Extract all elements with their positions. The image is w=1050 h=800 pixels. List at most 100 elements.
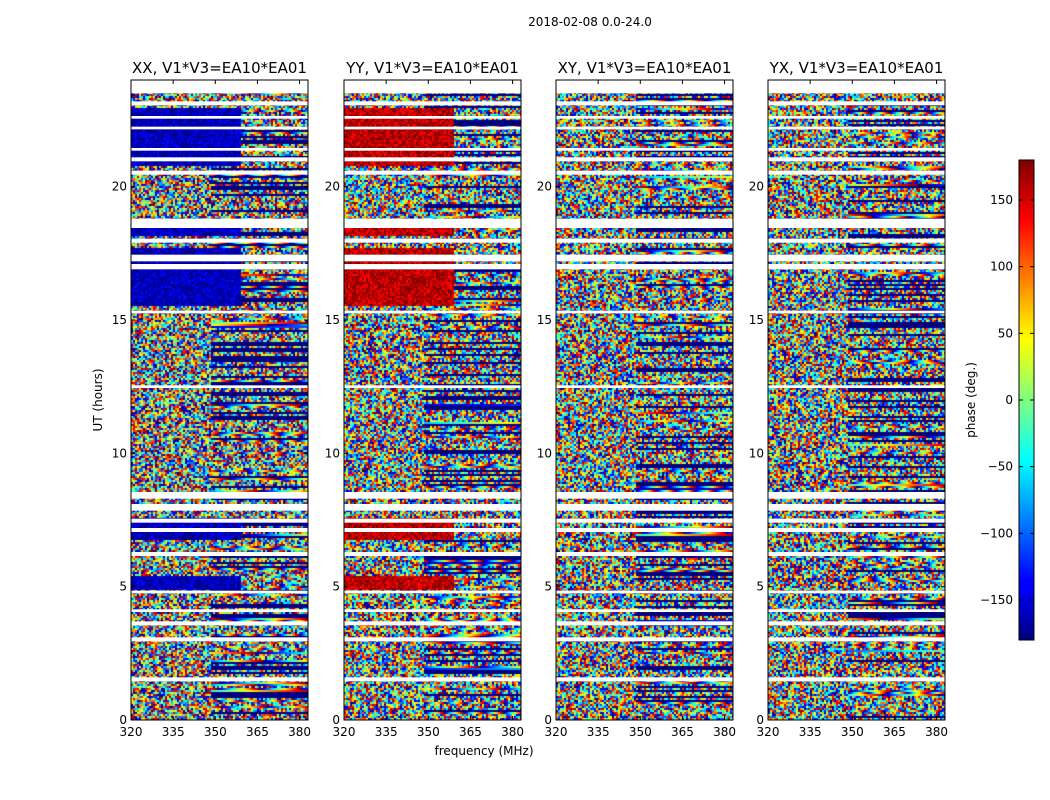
flagged-band	[768, 609, 945, 612]
x-tick-label: 320	[120, 725, 143, 739]
flagged-band	[131, 218, 308, 228]
flagged-band	[768, 170, 945, 175]
flagged-band	[768, 385, 945, 388]
flagged-band	[131, 504, 308, 511]
flagged-band	[131, 310, 308, 314]
flagged-band	[556, 148, 733, 151]
y-tick-label: 10	[749, 446, 764, 460]
colorbar-tick-label: 100	[990, 260, 1013, 274]
colorbar-tick-label: 50	[998, 326, 1013, 340]
flagged-band	[131, 101, 308, 106]
flagged-band	[131, 609, 308, 612]
flagged-band	[556, 492, 733, 499]
flagged-band	[556, 254, 733, 262]
flagged-band	[344, 170, 521, 175]
flagged-band	[768, 590, 945, 594]
y-tick-label: 15	[749, 313, 764, 327]
x-tick-label: 335	[799, 725, 822, 739]
flagged-band	[344, 590, 521, 594]
x-tick-label: 365	[459, 725, 482, 739]
y-axis-label: UT (hours)	[91, 368, 105, 431]
flagged-band	[768, 116, 945, 119]
flagged-band	[344, 609, 521, 612]
flagged-band	[768, 518, 945, 523]
flagged-band	[344, 637, 521, 642]
flagged-band	[131, 80, 308, 94]
flagged-band	[131, 590, 308, 594]
panel-yy: YY, V1*V3=EA10*EA01 320 335 350 365 380 0 5 10 15…	[325, 59, 524, 739]
flagged-band	[556, 385, 733, 388]
flagged-band	[131, 528, 308, 532]
colorbar-tick-label: −50	[988, 460, 1013, 474]
x-tick-label: 350	[841, 725, 864, 739]
figure-suptitle: 2018-02-08 0.0-24.0	[528, 15, 652, 29]
y-tick-label: 10	[537, 446, 552, 460]
x-tick-label: 320	[545, 725, 568, 739]
panel-title: YY, V1*V3=EA10*EA01	[345, 59, 519, 77]
x-tick-label: 380	[713, 725, 736, 739]
x-tick-label: 380	[925, 725, 948, 739]
colorbar-tick-label: 150	[990, 193, 1013, 207]
flagged-band	[344, 218, 521, 228]
flagged-band	[556, 590, 733, 594]
flagged-band	[768, 621, 945, 626]
flagged-band	[768, 528, 945, 532]
flagged-band	[131, 264, 308, 270]
phase-image	[556, 80, 733, 720]
panel-xx: XX, V1*V3=EA10*EA01 320 335 350 365 380 0 5 10 15…	[112, 59, 311, 739]
x-tick-label: 335	[162, 725, 185, 739]
panel-frame	[130, 79, 309, 721]
flagged-band	[556, 504, 733, 511]
y-tick-label: 0	[332, 713, 340, 727]
flagged-band	[344, 492, 521, 499]
flagged-band	[344, 385, 521, 388]
flagged-band	[344, 552, 521, 556]
x-tick-label: 350	[417, 725, 440, 739]
flagged-band	[344, 254, 521, 262]
colorbar: −150 −100 −50 0 50 100 150 phase (deg.)	[964, 159, 1035, 641]
panels: XX, V1*V3=EA10*EA01 320 335 350 365 380 0 5 10 15…	[112, 59, 948, 739]
flagged-band	[131, 552, 308, 556]
flagged-band	[556, 218, 733, 228]
y-tick-label: 0	[119, 713, 127, 727]
x-tick-label: 350	[204, 725, 227, 739]
y-tick-label: 10	[325, 446, 340, 460]
panel-frame	[555, 79, 734, 721]
flagged-band	[131, 492, 308, 499]
y-tick-label: 15	[325, 313, 340, 327]
flagged-band	[768, 677, 945, 682]
flagged-band	[344, 528, 521, 532]
flagged-band	[556, 80, 733, 94]
flagged-band	[344, 101, 521, 106]
flagged-band	[131, 385, 308, 388]
phase-image	[768, 80, 945, 720]
y-tick-label: 20	[749, 180, 764, 194]
flagged-band	[768, 504, 945, 511]
flagged-band	[556, 238, 733, 243]
flagged-band	[344, 264, 521, 270]
flagged-band	[344, 677, 521, 682]
phase-image	[344, 80, 521, 720]
x-tick-label: 365	[883, 725, 906, 739]
colorbar-label: phase (deg.)	[964, 362, 978, 438]
flagged-band	[344, 238, 521, 243]
panel-title: XX, V1*V3=EA10*EA01	[132, 59, 307, 77]
flagged-band	[344, 621, 521, 626]
flagged-band	[131, 677, 308, 682]
y-tick-label: 15	[112, 313, 127, 327]
x-tick-label: 365	[246, 725, 269, 739]
flagged-band	[556, 609, 733, 612]
flagged-band	[344, 157, 521, 162]
flagged-band	[131, 621, 308, 626]
flagged-band	[344, 518, 521, 523]
x-tick-label: 335	[375, 725, 398, 739]
colorbar-tick-label: 0	[1005, 393, 1013, 407]
flagged-band	[556, 677, 733, 682]
y-tick-label: 0	[756, 713, 764, 727]
flagged-band	[768, 492, 945, 499]
flagged-band	[768, 310, 945, 314]
flagged-band	[556, 528, 733, 532]
flagged-band	[768, 148, 945, 151]
flagged-band	[131, 170, 308, 175]
